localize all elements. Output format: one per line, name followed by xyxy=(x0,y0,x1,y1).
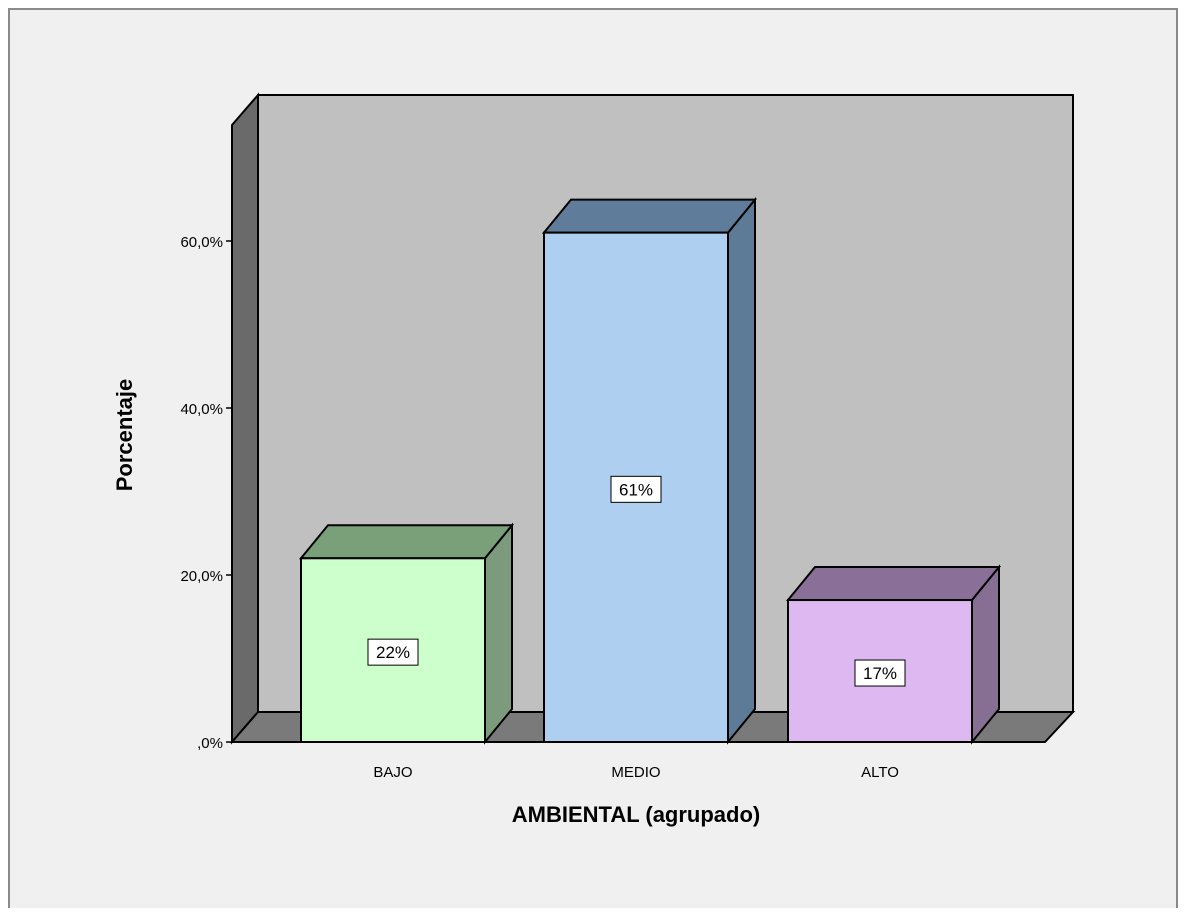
bar-top xyxy=(298,524,515,560)
y-tick-label: 40,0% xyxy=(180,401,223,418)
x-tick-label: MEDIO xyxy=(611,764,660,781)
side-wall xyxy=(231,92,259,745)
y-axis-title: Porcentaje xyxy=(112,379,137,492)
bars: 22% 61% 17% xyxy=(298,196,1002,745)
x-tick-label: ALTO xyxy=(861,764,899,781)
data-label-box xyxy=(854,659,906,687)
y-axis: ,0% 20,0% 40,0% 60,0% xyxy=(180,234,232,752)
y-tick-label: 60,0% xyxy=(180,234,223,251)
bar-medio: 61% xyxy=(541,196,758,745)
x-axis: BAJO MEDIO ALTO xyxy=(373,764,898,781)
bar-top xyxy=(785,566,1002,602)
bar-chart: ,0% 20,0% 40,0% 60,0% 22% 61% 17% BAJO MEDIO AL… xyxy=(112,92,1076,827)
bar-side xyxy=(484,522,513,745)
data-label: 17% xyxy=(863,664,897,683)
y-tick-label: 20,0% xyxy=(180,568,223,585)
x-tick-label: BAJO xyxy=(373,764,412,781)
bar-bajo: 22% xyxy=(298,522,515,745)
bar-top xyxy=(541,198,758,234)
data-label: 61% xyxy=(619,480,653,499)
chart-frame: ,0% 20,0% 40,0% 60,0% 22% 61% 17% BAJO MEDIO AL… xyxy=(8,8,1178,908)
data-label: 22% xyxy=(376,643,410,662)
x-axis-title: AMBIENTAL (agrupado) xyxy=(512,802,761,827)
bar-alto: 17% xyxy=(785,564,1002,745)
data-label-box xyxy=(610,475,662,503)
y-tick-label: ,0% xyxy=(197,735,223,752)
data-label-box xyxy=(367,638,419,666)
bar-side xyxy=(727,196,756,745)
